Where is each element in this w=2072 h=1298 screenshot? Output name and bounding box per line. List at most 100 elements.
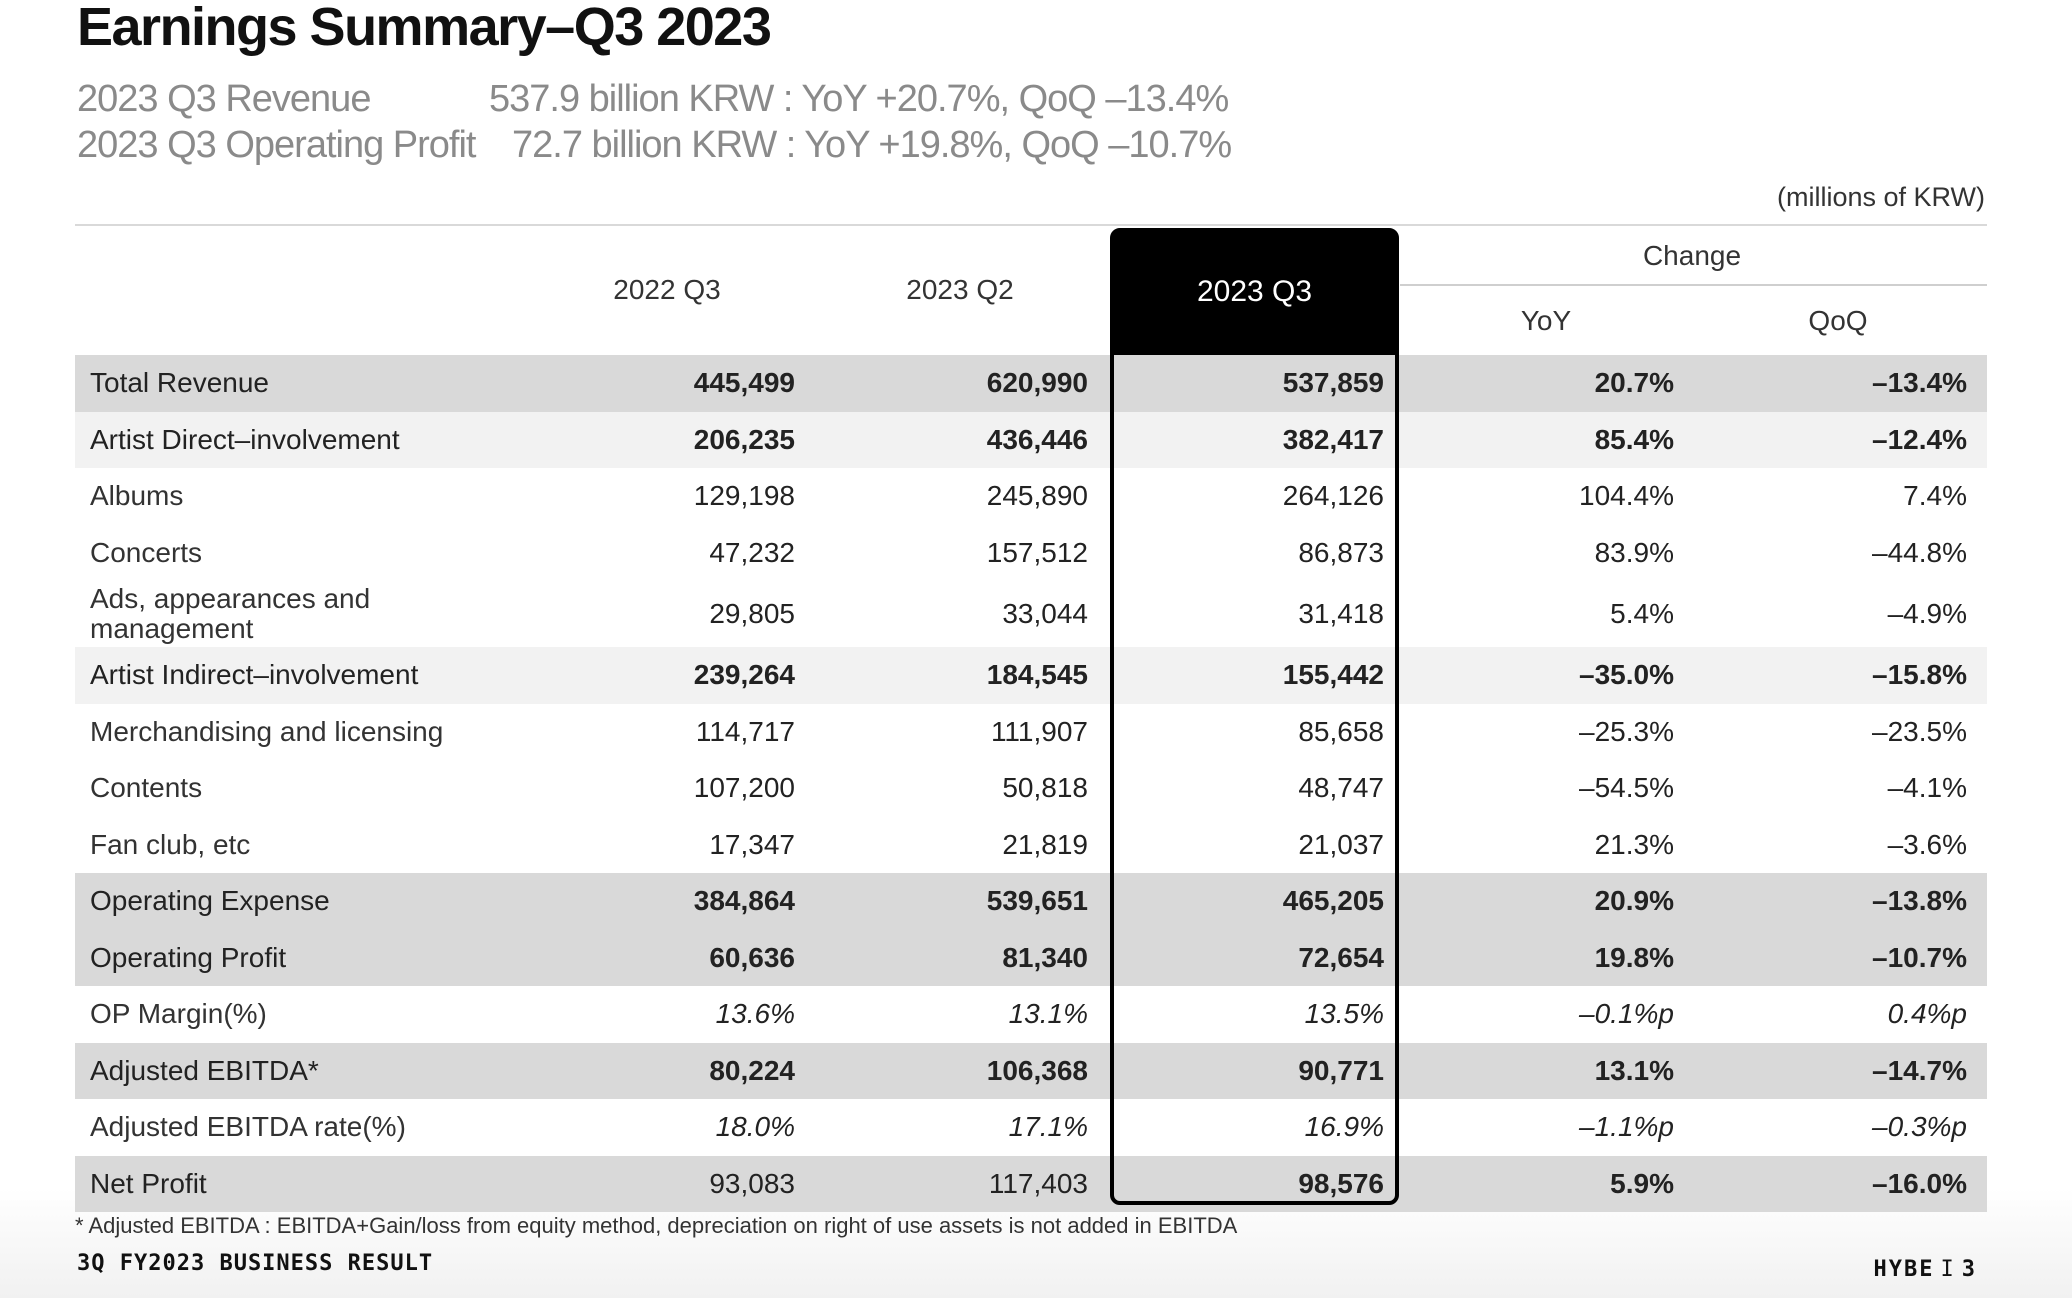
cell-qoq: –15.8% bbox=[1872, 659, 1967, 691]
cell-2022-q3: 239,264 bbox=[693, 659, 795, 691]
table-row: Operating Profit 60,636 81,340 72,654 19… bbox=[75, 929, 1987, 986]
cell-2023-q2: 184,545 bbox=[986, 659, 1088, 691]
footnote: * Adjusted EBITDA : EBITDA+Gain/loss fro… bbox=[75, 1213, 1238, 1238]
column-header-2022-q3: 2022 Q3 bbox=[613, 274, 721, 305]
cell-2023-q2: 17.1% bbox=[1008, 1111, 1088, 1143]
page-number: 3 bbox=[1961, 1257, 1977, 1282]
cell-2022-q3: 80,224 bbox=[709, 1054, 795, 1086]
cell-2023-q3: 86,873 bbox=[1298, 536, 1384, 568]
cell-yoy: –25.3% bbox=[1579, 715, 1674, 747]
table-row: Net Profit 93,083 117,403 98,576 5.9% –1… bbox=[75, 1155, 1987, 1212]
table-row: OP Margin(%) 13.6% 13.1% 13.5% –0.1%p 0.… bbox=[75, 986, 1987, 1043]
units-note: (millions of KRW) bbox=[1776, 182, 1985, 212]
row-label: Albums bbox=[90, 480, 184, 512]
cell-2022-q3: 17,347 bbox=[709, 828, 795, 860]
cell-2023-q2: 117,403 bbox=[988, 1167, 1088, 1199]
table-row: Artist Direct–involvement 206,235 436,44… bbox=[75, 411, 1987, 468]
cell-2023-q3: 85,658 bbox=[1298, 715, 1384, 747]
cell-2023-q3: 98,576 bbox=[1298, 1167, 1384, 1199]
row-label: Ads, appearances and management bbox=[90, 583, 371, 644]
row-label: Net Profit bbox=[90, 1167, 207, 1199]
row-label: Adjusted EBITDA rate(%) bbox=[90, 1111, 406, 1143]
cell-2022-q3: 18.0% bbox=[715, 1111, 795, 1143]
table-row: Merchandising and licensing 114,717 111,… bbox=[75, 704, 1987, 761]
footer-separator: I bbox=[1940, 1257, 1956, 1282]
cell-yoy: 5.9% bbox=[1610, 1167, 1674, 1199]
row-label: Adjusted EBITDA* bbox=[90, 1054, 319, 1086]
row-label: Total Revenue bbox=[90, 367, 270, 399]
cell-2023-q3: 155,442 bbox=[1282, 659, 1384, 691]
cell-yoy: 20.7% bbox=[1594, 367, 1674, 399]
cell-2023-q3: 31,418 bbox=[1298, 598, 1384, 629]
cell-2023-q2: 13.1% bbox=[1008, 998, 1088, 1030]
row-label: Merchandising and licensing bbox=[90, 715, 444, 747]
cell-2023-q2: 106,368 bbox=[986, 1054, 1088, 1086]
cell-qoq: 0.4%p bbox=[1887, 998, 1967, 1030]
cell-2023-q2: 157,512 bbox=[986, 536, 1088, 568]
cell-2023-q2: 81,340 bbox=[1002, 941, 1088, 973]
table-row: Albums 129,198 245,890 264,126 104.4% 7.… bbox=[75, 468, 1987, 525]
summary-revenue-value: 537.9 billion KRW : YoY +20.7%, QoQ –13.… bbox=[489, 78, 1229, 120]
table-row: Contents 107,200 50,818 48,747 –54.5% –4… bbox=[75, 760, 1987, 817]
cell-2022-q3: 445,499 bbox=[693, 367, 795, 399]
cell-yoy: 21.3% bbox=[1594, 828, 1674, 860]
cell-2023-q3: 16.9% bbox=[1304, 1111, 1384, 1143]
cell-qoq: –23.5% bbox=[1872, 715, 1967, 747]
column-header-2023-q3: 2023 Q3 bbox=[1112, 228, 1397, 355]
cell-yoy: 85.4% bbox=[1594, 423, 1674, 455]
cell-yoy: 104.4% bbox=[1579, 480, 1674, 512]
cell-2022-q3: 29,805 bbox=[709, 598, 795, 629]
row-label: Artist Direct–involvement bbox=[90, 423, 400, 455]
column-header-qoq: QoQ bbox=[1808, 305, 1868, 336]
table-row: Fan club, etc 17,347 21,819 21,037 21.3%… bbox=[75, 817, 1987, 874]
cell-2023-q3: 90,771 bbox=[1298, 1054, 1384, 1086]
cell-2023-q3: 13.5% bbox=[1304, 998, 1384, 1030]
cell-qoq: –10.7% bbox=[1872, 941, 1967, 973]
cell-2022-q3: 114,717 bbox=[695, 715, 795, 747]
cell-qoq: –14.7% bbox=[1872, 1054, 1967, 1086]
cell-2023-q3: 48,747 bbox=[1298, 772, 1384, 804]
cell-2022-q3: 129,198 bbox=[693, 480, 795, 512]
cell-yoy: –1.1%p bbox=[1579, 1111, 1674, 1143]
cell-2022-q3: 13.6% bbox=[715, 998, 795, 1030]
page-title: Earnings Summary–Q3 2023 bbox=[77, 0, 772, 57]
table-row: Adjusted EBITDA rate(%) 18.0% 17.1% 16.9… bbox=[75, 1099, 1987, 1156]
cell-2023-q2: 111,907 bbox=[990, 715, 1088, 747]
cell-2023-q3: 537,859 bbox=[1282, 367, 1384, 399]
table-row: Operating Expense 384,864 539,651 465,20… bbox=[75, 873, 1987, 930]
cell-qoq: –44.8% bbox=[1872, 536, 1967, 568]
cell-yoy: 5.4% bbox=[1610, 598, 1674, 629]
table-row: Ads, appearances and management 29,805 3… bbox=[75, 581, 1987, 647]
cell-yoy: 19.8% bbox=[1594, 941, 1674, 973]
summary-op-label: 2023 Q3 Operating Profit bbox=[77, 124, 476, 166]
cell-2023-q2: 21,819 bbox=[1002, 828, 1088, 860]
cell-yoy: 13.1% bbox=[1594, 1054, 1674, 1086]
cell-qoq: –4.9% bbox=[1887, 598, 1967, 629]
cell-2023-q3: 382,417 bbox=[1282, 423, 1384, 455]
cell-2023-q2: 33,044 bbox=[1002, 598, 1088, 629]
cell-qoq: –12.4% bbox=[1872, 423, 1967, 455]
row-label: Operating Profit bbox=[90, 941, 287, 973]
cell-2022-q3: 47,232 bbox=[709, 536, 795, 568]
cell-qoq: –4.1% bbox=[1887, 772, 1967, 804]
cell-2023-q2: 50,818 bbox=[1002, 772, 1088, 804]
cell-2023-q3: 72,654 bbox=[1298, 941, 1384, 973]
cell-2022-q3: 107,200 bbox=[693, 772, 795, 804]
summary-revenue-label: 2023 Q3 Revenue bbox=[77, 78, 371, 120]
footer-section-title: 3Q FY2023 BUSINESS RESULT bbox=[77, 1251, 434, 1276]
cell-2022-q3: 93,083 bbox=[709, 1167, 795, 1199]
column-header-change: Change bbox=[1642, 240, 1742, 271]
cell-qoq: 7.4% bbox=[1903, 480, 1967, 512]
footer-brand-page: HYBE I 3 bbox=[1874, 1257, 1977, 1282]
change-header-rule bbox=[1400, 284, 1987, 286]
cell-2023-q3: 465,205 bbox=[1282, 885, 1384, 917]
row-label: Fan club, etc bbox=[90, 828, 251, 860]
cell-qoq: –13.4% bbox=[1872, 367, 1967, 399]
cell-2023-q2: 245,890 bbox=[986, 480, 1088, 512]
row-label: OP Margin(%) bbox=[90, 998, 267, 1030]
cell-yoy: 83.9% bbox=[1594, 536, 1674, 568]
table-row: Adjusted EBITDA* 80,224 106,368 90,771 1… bbox=[75, 1042, 1987, 1099]
row-label: Artist Indirect–involvement bbox=[90, 659, 419, 691]
column-header-yoy: YoY bbox=[1520, 305, 1572, 336]
column-header-2023-q2: 2023 Q2 bbox=[906, 274, 1014, 305]
